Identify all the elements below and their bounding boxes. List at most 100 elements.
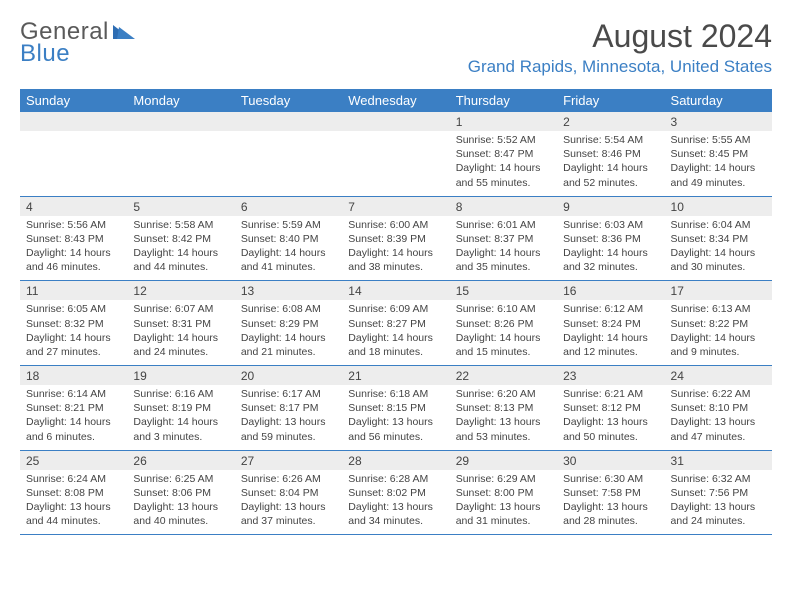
- location-text: Grand Rapids, Minnesota, United States: [468, 57, 772, 77]
- day-details-cell: Sunrise: 6:28 AMSunset: 8:02 PMDaylight:…: [342, 470, 449, 535]
- day-number-cell: 14: [342, 281, 449, 301]
- day-details-cell: Sunrise: 6:26 AMSunset: 8:04 PMDaylight:…: [235, 470, 342, 535]
- daylight-line: Daylight: 13 hours and 37 minutes.: [241, 500, 336, 528]
- sunrise-line: Sunrise: 6:28 AM: [348, 472, 443, 486]
- daylight-line: Daylight: 14 hours and 12 minutes.: [563, 331, 658, 359]
- day-number-cell: [127, 112, 234, 131]
- sunset-line: Sunset: 8:40 PM: [241, 232, 336, 246]
- sunrise-line: Sunrise: 6:12 AM: [563, 302, 658, 316]
- day-number-cell: 5: [127, 196, 234, 216]
- daylight-line: Daylight: 14 hours and 32 minutes.: [563, 246, 658, 274]
- day-number-cell: 1: [450, 112, 557, 131]
- sunrise-line: Sunrise: 5:58 AM: [133, 218, 228, 232]
- weekday-header: Saturday: [665, 89, 772, 112]
- sunset-line: Sunset: 8:29 PM: [241, 317, 336, 331]
- day-details-cell: Sunrise: 5:52 AMSunset: 8:47 PMDaylight:…: [450, 131, 557, 196]
- sunset-line: Sunset: 8:36 PM: [563, 232, 658, 246]
- weekday-header-row: SundayMondayTuesdayWednesdayThursdayFrid…: [20, 89, 772, 112]
- daylight-line: Daylight: 13 hours and 24 minutes.: [671, 500, 766, 528]
- day-details-cell: Sunrise: 6:07 AMSunset: 8:31 PMDaylight:…: [127, 300, 234, 365]
- sunrise-line: Sunrise: 6:04 AM: [671, 218, 766, 232]
- day-number-cell: 20: [235, 366, 342, 386]
- calendar-table: SundayMondayTuesdayWednesdayThursdayFrid…: [20, 89, 772, 535]
- day-number-cell: [342, 112, 449, 131]
- day-number-cell: 23: [557, 366, 664, 386]
- day-number-cell: 18: [20, 366, 127, 386]
- daynum-row: 18192021222324: [20, 366, 772, 386]
- daylight-line: Daylight: 14 hours and 21 minutes.: [241, 331, 336, 359]
- day-details-cell: Sunrise: 6:18 AMSunset: 8:15 PMDaylight:…: [342, 385, 449, 450]
- day-details-cell: [127, 131, 234, 196]
- day-details-cell: Sunrise: 6:00 AMSunset: 8:39 PMDaylight:…: [342, 216, 449, 281]
- day-details-cell: Sunrise: 6:29 AMSunset: 8:00 PMDaylight:…: [450, 470, 557, 535]
- page-header: General August 2024 Grand Rapids, Minnes…: [20, 18, 772, 77]
- weekday-header: Friday: [557, 89, 664, 112]
- daylight-line: Daylight: 14 hours and 18 minutes.: [348, 331, 443, 359]
- month-title: August 2024: [468, 18, 772, 55]
- day-details-cell: Sunrise: 6:25 AMSunset: 8:06 PMDaylight:…: [127, 470, 234, 535]
- weekday-header: Thursday: [450, 89, 557, 112]
- daylight-line: Daylight: 13 hours and 31 minutes.: [456, 500, 551, 528]
- daylight-line: Daylight: 13 hours and 53 minutes.: [456, 415, 551, 443]
- day-details-cell: Sunrise: 6:10 AMSunset: 8:26 PMDaylight:…: [450, 300, 557, 365]
- day-number-cell: 19: [127, 366, 234, 386]
- daylight-line: Daylight: 14 hours and 44 minutes.: [133, 246, 228, 274]
- daynum-row: 45678910: [20, 196, 772, 216]
- sunset-line: Sunset: 8:15 PM: [348, 401, 443, 415]
- daynum-row: 11121314151617: [20, 281, 772, 301]
- day-number-cell: 27: [235, 450, 342, 470]
- day-number-cell: 22: [450, 366, 557, 386]
- day-details-cell: [20, 131, 127, 196]
- sunset-line: Sunset: 8:24 PM: [563, 317, 658, 331]
- sunset-line: Sunset: 8:37 PM: [456, 232, 551, 246]
- sunrise-line: Sunrise: 6:01 AM: [456, 218, 551, 232]
- sunset-line: Sunset: 8:13 PM: [456, 401, 551, 415]
- day-number-cell: 6: [235, 196, 342, 216]
- sunset-line: Sunset: 8:32 PM: [26, 317, 121, 331]
- sunset-line: Sunset: 7:58 PM: [563, 486, 658, 500]
- sunset-line: Sunset: 8:00 PM: [456, 486, 551, 500]
- sunrise-line: Sunrise: 5:52 AM: [456, 133, 551, 147]
- sunrise-line: Sunrise: 6:17 AM: [241, 387, 336, 401]
- day-number-cell: 7: [342, 196, 449, 216]
- day-details-cell: Sunrise: 6:32 AMSunset: 7:56 PMDaylight:…: [665, 470, 772, 535]
- sunset-line: Sunset: 8:27 PM: [348, 317, 443, 331]
- sunrise-line: Sunrise: 6:00 AM: [348, 218, 443, 232]
- sunset-line: Sunset: 8:43 PM: [26, 232, 121, 246]
- sunrise-line: Sunrise: 5:54 AM: [563, 133, 658, 147]
- sunrise-line: Sunrise: 5:55 AM: [671, 133, 766, 147]
- daylight-line: Daylight: 14 hours and 46 minutes.: [26, 246, 121, 274]
- daylight-line: Daylight: 14 hours and 49 minutes.: [671, 161, 766, 189]
- day-details-cell: Sunrise: 6:04 AMSunset: 8:34 PMDaylight:…: [665, 216, 772, 281]
- weekday-header: Tuesday: [235, 89, 342, 112]
- sunset-line: Sunset: 8:39 PM: [348, 232, 443, 246]
- daylight-line: Daylight: 14 hours and 9 minutes.: [671, 331, 766, 359]
- daynum-row: 25262728293031: [20, 450, 772, 470]
- day-details-cell: Sunrise: 6:21 AMSunset: 8:12 PMDaylight:…: [557, 385, 664, 450]
- sunset-line: Sunset: 8:17 PM: [241, 401, 336, 415]
- day-details-cell: [342, 131, 449, 196]
- logo-subtext: Blue: [20, 40, 70, 68]
- weekday-header: Monday: [127, 89, 234, 112]
- day-number-cell: 16: [557, 281, 664, 301]
- day-number-cell: [20, 112, 127, 131]
- sunset-line: Sunset: 8:22 PM: [671, 317, 766, 331]
- sunrise-line: Sunrise: 6:22 AM: [671, 387, 766, 401]
- sunrise-line: Sunrise: 6:25 AM: [133, 472, 228, 486]
- sunrise-line: Sunrise: 5:59 AM: [241, 218, 336, 232]
- day-details-cell: Sunrise: 5:55 AMSunset: 8:45 PMDaylight:…: [665, 131, 772, 196]
- day-number-cell: 4: [20, 196, 127, 216]
- day-number-cell: 25: [20, 450, 127, 470]
- sunrise-line: Sunrise: 6:24 AM: [26, 472, 121, 486]
- daylight-line: Daylight: 13 hours and 40 minutes.: [133, 500, 228, 528]
- sunrise-line: Sunrise: 6:14 AM: [26, 387, 121, 401]
- daylight-line: Daylight: 14 hours and 55 minutes.: [456, 161, 551, 189]
- daylight-line: Daylight: 13 hours and 50 minutes.: [563, 415, 658, 443]
- sunrise-line: Sunrise: 6:18 AM: [348, 387, 443, 401]
- logo-triangle-icon: [113, 18, 135, 46]
- day-details-cell: Sunrise: 5:54 AMSunset: 8:46 PMDaylight:…: [557, 131, 664, 196]
- sunrise-line: Sunrise: 6:30 AM: [563, 472, 658, 486]
- daylight-line: Daylight: 13 hours and 28 minutes.: [563, 500, 658, 528]
- sunset-line: Sunset: 8:04 PM: [241, 486, 336, 500]
- daylight-line: Daylight: 14 hours and 15 minutes.: [456, 331, 551, 359]
